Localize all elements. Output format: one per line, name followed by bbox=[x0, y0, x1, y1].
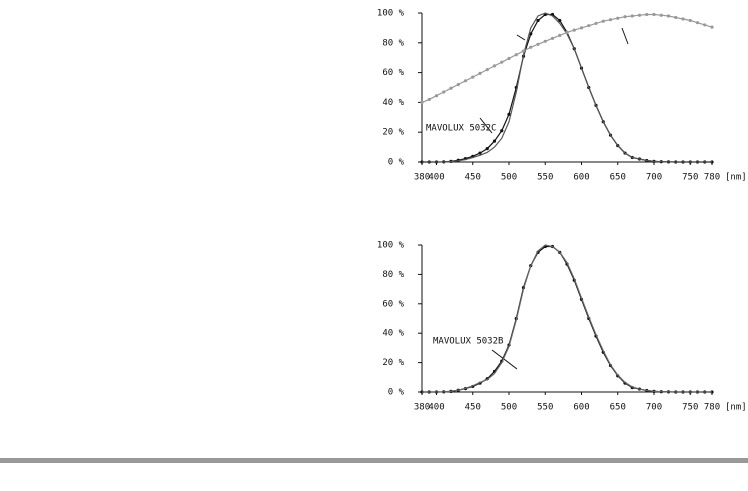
series-marker bbox=[492, 64, 497, 68]
x-tick-label: 650 bbox=[610, 403, 626, 413]
y-tick-label: 80 % bbox=[382, 270, 404, 280]
series-line bbox=[422, 13, 712, 163]
footer-bar bbox=[0, 458, 748, 463]
series-marker bbox=[674, 15, 678, 20]
series-marker bbox=[710, 25, 714, 29]
series-marker bbox=[637, 13, 642, 17]
series-marker bbox=[485, 68, 489, 72]
x-tick-label: 500 bbox=[501, 173, 517, 183]
series-marker bbox=[543, 39, 547, 43]
series-marker bbox=[558, 33, 562, 37]
series-marker bbox=[579, 26, 584, 30]
series-marker bbox=[623, 15, 627, 19]
series-marker bbox=[507, 112, 511, 116]
x-tick-label: 380 bbox=[414, 173, 430, 183]
series-marker bbox=[558, 18, 562, 23]
series-marker bbox=[695, 21, 700, 25]
x-tick-label: 650 bbox=[610, 173, 626, 183]
x-tick-label: 780 bbox=[704, 403, 720, 413]
y-tick-label: 0 % bbox=[388, 158, 405, 168]
x-tick-label: 450 bbox=[465, 403, 481, 413]
annotation: MAVOLUX 5032C bbox=[426, 124, 496, 134]
series-marker bbox=[492, 139, 497, 143]
series-marker bbox=[456, 82, 460, 87]
x-axis-label: [nm] bbox=[725, 403, 747, 413]
series-marker bbox=[608, 18, 613, 22]
leader-line bbox=[516, 34, 526, 41]
x-tick-label: 750 bbox=[682, 173, 698, 183]
series-marker bbox=[666, 14, 671, 18]
y-tick-label: 0 % bbox=[388, 388, 405, 398]
x-tick-label: 600 bbox=[573, 403, 589, 413]
series-marker bbox=[514, 53, 518, 57]
y-tick-label: 60 % bbox=[382, 299, 404, 309]
series-marker bbox=[681, 17, 685, 21]
series-marker bbox=[703, 23, 707, 27]
x-tick-label: 400 bbox=[428, 403, 444, 413]
series-marker bbox=[550, 36, 555, 40]
series-line bbox=[422, 12, 712, 163]
series-marker bbox=[652, 12, 656, 17]
leader-line bbox=[479, 117, 493, 134]
y-tick-label: 40 % bbox=[382, 98, 404, 108]
series-marker bbox=[500, 60, 504, 64]
series-marker bbox=[521, 49, 526, 53]
series-marker bbox=[565, 30, 569, 34]
series-marker bbox=[536, 42, 540, 46]
series-marker bbox=[434, 94, 439, 98]
series-marker bbox=[471, 75, 475, 79]
x-tick-label: 780 bbox=[704, 173, 720, 183]
series-line bbox=[421, 13, 713, 103]
series-marker bbox=[442, 90, 446, 94]
series-line bbox=[422, 244, 712, 393]
y-tick-label: 60 % bbox=[382, 68, 404, 78]
x-tick-label: 700 bbox=[646, 403, 662, 413]
series-marker bbox=[420, 100, 424, 104]
y-tick-label: 100 % bbox=[377, 241, 405, 251]
y-tick-label: 40 % bbox=[382, 329, 404, 339]
x-axis-label: [nm] bbox=[725, 173, 747, 183]
x-tick-label: 750 bbox=[682, 403, 698, 413]
series-marker bbox=[659, 13, 663, 17]
x-tick-label: 500 bbox=[501, 403, 517, 413]
series-marker bbox=[427, 97, 431, 102]
y-tick-label: 20 % bbox=[382, 128, 404, 138]
series-marker bbox=[587, 24, 591, 28]
series-marker bbox=[594, 21, 598, 26]
x-tick-label: 550 bbox=[537, 403, 553, 413]
series-marker bbox=[536, 18, 540, 23]
series-marker bbox=[688, 18, 692, 23]
series-marker bbox=[529, 45, 533, 49]
series-marker bbox=[478, 71, 482, 75]
series-marker bbox=[616, 16, 620, 20]
x-tick-label: 550 bbox=[537, 173, 553, 183]
annotation: MAVOLUX 5032B bbox=[433, 337, 503, 347]
y-tick-label: 20 % bbox=[382, 358, 404, 368]
y-tick-label: 80 % bbox=[382, 38, 404, 48]
series-marker bbox=[507, 56, 511, 61]
series-marker bbox=[645, 12, 649, 17]
leader-line bbox=[491, 349, 518, 370]
series-marker bbox=[478, 151, 482, 155]
x-tick-label: 600 bbox=[573, 173, 589, 183]
x-tick-label: 380 bbox=[414, 403, 430, 413]
x-tick-label: 450 bbox=[465, 173, 481, 183]
series-marker bbox=[601, 19, 605, 23]
series-marker bbox=[485, 146, 489, 151]
series-marker bbox=[463, 79, 468, 83]
y-tick-label: 100 % bbox=[377, 9, 405, 19]
x-tick-label: 400 bbox=[428, 173, 444, 183]
series-marker bbox=[630, 14, 634, 18]
series-line bbox=[422, 245, 712, 393]
leader-line bbox=[621, 27, 629, 45]
series-marker bbox=[500, 129, 504, 133]
series-marker bbox=[449, 86, 453, 90]
series-marker bbox=[572, 28, 576, 32]
x-tick-label: 700 bbox=[646, 173, 662, 183]
